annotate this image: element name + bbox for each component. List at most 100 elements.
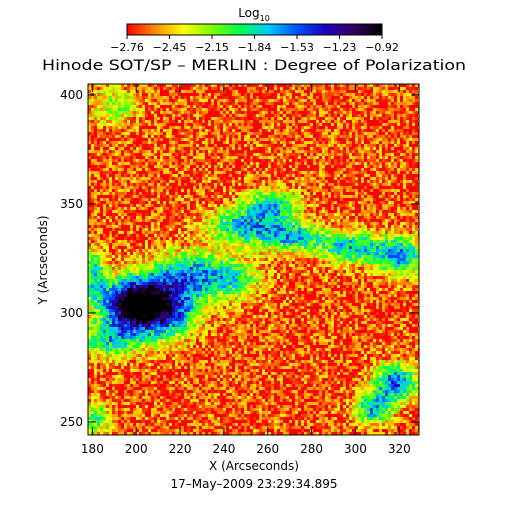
heatmap-cell xyxy=(136,135,139,138)
heatmap-cell xyxy=(139,105,142,108)
heatmap-cell xyxy=(265,207,268,210)
heatmap-cell xyxy=(175,138,178,141)
heatmap-cell xyxy=(220,198,223,201)
heatmap-cell xyxy=(154,162,157,165)
heatmap-cell xyxy=(337,165,340,168)
heatmap-cell xyxy=(178,201,181,204)
heatmap-cell xyxy=(406,111,409,114)
heatmap-cell xyxy=(376,159,379,162)
heatmap-cell xyxy=(289,153,292,156)
heatmap-cell xyxy=(373,171,376,174)
heatmap-cell xyxy=(163,183,166,186)
heatmap-cell xyxy=(409,153,412,156)
heatmap-cell xyxy=(352,120,355,123)
heatmap-cell xyxy=(298,105,301,108)
heatmap-cell xyxy=(208,87,211,90)
heatmap-cell xyxy=(391,207,394,210)
heatmap-cell xyxy=(205,183,208,186)
heatmap-cell xyxy=(202,174,205,177)
heatmap-cell xyxy=(193,174,196,177)
heatmap-cell xyxy=(241,201,244,204)
heatmap-cell xyxy=(283,96,286,99)
heatmap-cell xyxy=(112,165,115,168)
heatmap-cell xyxy=(376,132,379,135)
heatmap-cell xyxy=(265,108,268,111)
heatmap-cell xyxy=(280,102,283,105)
heatmap-cell xyxy=(349,204,352,207)
heatmap-cell xyxy=(295,84,298,87)
heatmap-cell xyxy=(265,183,268,186)
heatmap-cell xyxy=(376,84,379,87)
heatmap-cell xyxy=(124,111,127,114)
heatmap-cell xyxy=(223,183,226,186)
heatmap-cell xyxy=(139,93,142,96)
heatmap-cell xyxy=(238,108,241,111)
heatmap-cell xyxy=(259,171,262,174)
heatmap-cell xyxy=(229,102,232,105)
heatmap-cell xyxy=(91,117,94,120)
heatmap-cell xyxy=(169,204,172,207)
heatmap-cell xyxy=(325,96,328,99)
heatmap-cell xyxy=(187,129,190,132)
heatmap-cell xyxy=(229,165,232,168)
heatmap-cell xyxy=(313,153,316,156)
heatmap-cell xyxy=(349,174,352,177)
heatmap-cell xyxy=(106,147,109,150)
heatmap-cell xyxy=(187,168,190,171)
heatmap-cell xyxy=(289,171,292,174)
heatmap-cell xyxy=(244,186,247,189)
heatmap-cell xyxy=(250,174,253,177)
heatmap-cell xyxy=(241,147,244,150)
heatmap-cell xyxy=(283,111,286,114)
heatmap-cell xyxy=(394,132,397,135)
heatmap-cell xyxy=(193,105,196,108)
heatmap-cell xyxy=(127,174,130,177)
heatmap-cell xyxy=(406,162,409,165)
heatmap-cell xyxy=(166,216,169,219)
heatmap-cell xyxy=(346,108,349,111)
heatmap-cell xyxy=(313,84,316,87)
heatmap-cell xyxy=(229,210,232,213)
heatmap-cell xyxy=(178,93,181,96)
heatmap-cell xyxy=(265,102,268,105)
heatmap-cell xyxy=(199,105,202,108)
heatmap-cell xyxy=(397,135,400,138)
heatmap-cell xyxy=(259,180,262,183)
heatmap-cell xyxy=(184,114,187,117)
heatmap-cell xyxy=(244,126,247,129)
heatmap-cell xyxy=(334,177,337,180)
heatmap-cell xyxy=(160,141,163,144)
heatmap-cell xyxy=(205,201,208,204)
heatmap-cell xyxy=(337,198,340,201)
heatmap-cell xyxy=(220,84,223,87)
heatmap-cell xyxy=(409,180,412,183)
heatmap-cell xyxy=(91,132,94,135)
heatmap-cell xyxy=(391,147,394,150)
heatmap-cell xyxy=(355,117,358,120)
heatmap-cell xyxy=(178,165,181,168)
heatmap-cell xyxy=(328,180,331,183)
heatmap-cell xyxy=(289,114,292,117)
heatmap-cell xyxy=(181,198,184,201)
heatmap-cell xyxy=(244,198,247,201)
heatmap-cell xyxy=(247,132,250,135)
heatmap-cell xyxy=(208,174,211,177)
heatmap-cell xyxy=(361,198,364,201)
heatmap-cell xyxy=(355,174,358,177)
heatmap-cell xyxy=(151,180,154,183)
heatmap-cell xyxy=(136,102,139,105)
heatmap-cell xyxy=(118,117,121,120)
heatmap-cell xyxy=(142,177,145,180)
heatmap-cell xyxy=(328,150,331,153)
heatmap-cell xyxy=(217,198,220,201)
heatmap-cell xyxy=(271,141,274,144)
heatmap-cell xyxy=(196,138,199,141)
heatmap-cell xyxy=(193,216,196,219)
heatmap-cell xyxy=(265,210,268,213)
heatmap-cell xyxy=(229,87,232,90)
heatmap-cell xyxy=(409,147,412,150)
heatmap-cell xyxy=(370,213,373,216)
heatmap-cell xyxy=(160,186,163,189)
heatmap-cell xyxy=(382,150,385,153)
heatmap-cell xyxy=(271,132,274,135)
